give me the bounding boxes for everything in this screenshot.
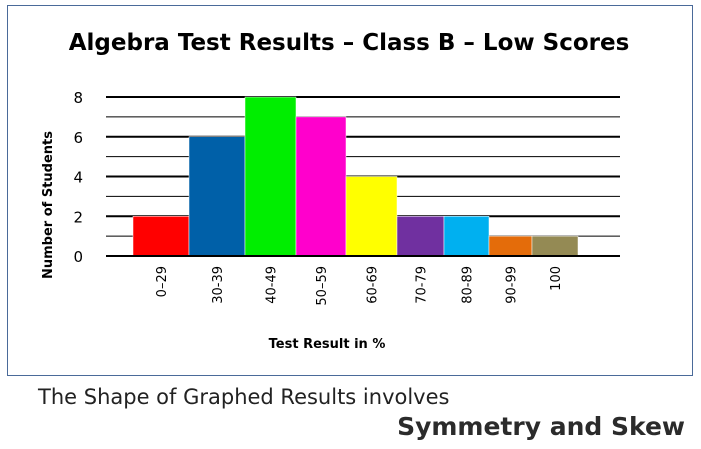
x-tick-label: 0–29	[155, 266, 170, 297]
y-tick-label: 0	[73, 248, 83, 266]
bar-9	[531, 235, 579, 257]
subtitle-text: Symmetry and Skew	[397, 412, 685, 441]
bar-8	[488, 235, 533, 257]
x-tick-label: 50–59	[315, 266, 330, 306]
x-tick-label: 60-69	[366, 266, 381, 304]
x-tick-label: 70-79	[415, 266, 430, 304]
y-tick-label: 6	[73, 129, 83, 147]
bar-3	[244, 96, 297, 257]
bar-4	[295, 116, 347, 257]
y-tick-label: 2	[73, 208, 83, 226]
x-tick-label: 40-49	[265, 266, 280, 304]
y-tick-label: 8	[73, 89, 83, 107]
bars	[132, 96, 579, 257]
x-tick-label: 100	[549, 266, 564, 291]
y-axis-label: Number of Students	[41, 131, 56, 279]
x-axis-label: Test Result in %	[269, 337, 386, 352]
bar-5	[345, 176, 398, 257]
bar-1	[132, 216, 190, 257]
bar-2	[188, 136, 246, 257]
bar-7	[443, 216, 490, 257]
bar-6	[396, 216, 445, 257]
x-tick-label: 30-39	[211, 266, 226, 304]
x-tick-label: 90-99	[505, 266, 520, 304]
caption-text: The Shape of Graphed Results involves	[38, 385, 450, 409]
x-tick-labels: 0–29 30-39 40-49 50–59 60-69 70-79 80-89 90-99 1…	[155, 266, 564, 306]
y-tick-label: 4	[73, 169, 83, 187]
chart-title: Algebra Test Results – Class B – Low Sco…	[69, 30, 630, 56]
x-tick-label: 80-89	[461, 266, 476, 304]
histogram-chart: Algebra Test Results – Class B – Low Sco…	[41, 30, 630, 352]
y-tick-labels: 0 2 4 6 8	[73, 89, 83, 266]
